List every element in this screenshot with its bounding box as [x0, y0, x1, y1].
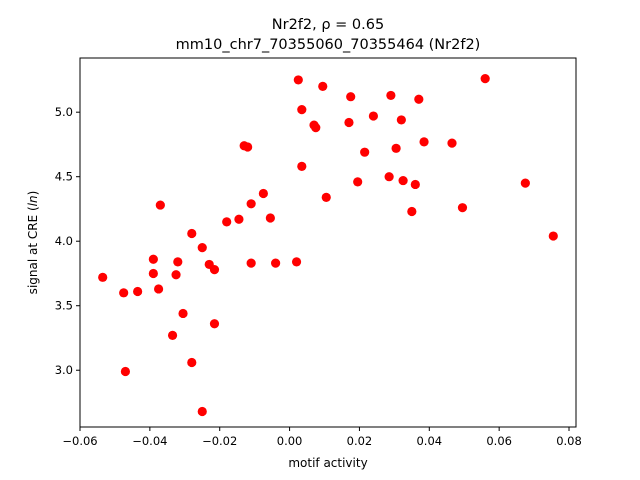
data-point — [133, 286, 143, 297]
x-axis-ticks: −0.06 −0.04 −0.02 0.00 0.02 0.04 0.06 0.08 — [62, 427, 582, 448]
x-tick-label: 0.04 — [416, 434, 442, 448]
x-tick-label: −0.06 — [62, 434, 97, 448]
data-point — [98, 272, 108, 282]
data-point — [209, 264, 220, 275]
data-point — [178, 308, 188, 319]
data-point — [391, 143, 401, 153]
data-point — [419, 137, 429, 147]
data-point — [321, 192, 331, 202]
data-point — [414, 94, 424, 104]
y-axis-label: signal at CRE (ln) — [26, 191, 40, 295]
data-point — [548, 231, 558, 241]
data-point — [119, 288, 129, 298]
data-point — [344, 117, 354, 128]
data-point — [246, 199, 256, 209]
data-point — [120, 366, 131, 377]
data-point — [396, 115, 406, 125]
data-point — [155, 200, 165, 210]
data-point — [148, 268, 158, 279]
x-tick-label: 0.06 — [486, 434, 512, 448]
data-point — [171, 270, 181, 280]
data-point — [293, 75, 303, 85]
data-point — [311, 123, 321, 133]
data-point — [410, 179, 420, 190]
x-axis-label: motif activity — [288, 456, 367, 470]
data-point — [520, 178, 530, 188]
data-point — [187, 357, 197, 368]
data-point — [346, 92, 356, 102]
data-point — [384, 172, 394, 182]
plot-frame — [79, 57, 577, 428]
data-point — [297, 161, 307, 171]
data-point — [222, 217, 232, 227]
data-point — [153, 284, 164, 294]
data-point — [398, 175, 408, 186]
data-point — [148, 254, 158, 264]
data-point — [209, 319, 220, 329]
data-points — [98, 74, 558, 417]
chart-subtitle: mm10_chr7_70355060_70355464 (Nr2f2) — [176, 37, 481, 53]
data-point — [197, 243, 207, 253]
data-point — [407, 206, 417, 217]
y-tick-label: 4.0 — [55, 234, 73, 248]
y-tick-label: 3.0 — [55, 363, 73, 377]
x-tick-label: −0.04 — [132, 434, 167, 448]
data-point — [291, 257, 302, 267]
y-tick-label: 3.5 — [55, 299, 73, 313]
data-point — [353, 177, 363, 187]
data-point — [297, 105, 307, 115]
data-point — [187, 228, 197, 239]
data-point — [447, 138, 457, 148]
x-tick-label: 0.02 — [347, 434, 373, 448]
data-point — [265, 213, 275, 223]
y-axis-ticks: 3.0 3.5 4.0 4.5 5.0 — [55, 105, 80, 377]
chart-title: Nr2f2, ρ = 0.65 — [272, 17, 384, 33]
data-point — [480, 74, 490, 84]
data-point — [258, 188, 268, 199]
data-point — [386, 90, 396, 101]
data-point — [457, 203, 468, 213]
y-tick-label: 4.5 — [55, 170, 73, 184]
data-point — [173, 257, 183, 267]
data-point — [318, 81, 328, 91]
data-point — [167, 330, 178, 340]
data-point — [368, 111, 379, 121]
x-tick-label: 0.08 — [556, 434, 582, 448]
data-point — [234, 214, 244, 224]
data-point — [246, 258, 256, 268]
data-point — [271, 258, 281, 268]
data-point — [360, 147, 370, 157]
data-point — [197, 406, 207, 417]
y-tick-label: 5.0 — [55, 105, 73, 119]
x-tick-label: −0.02 — [202, 434, 237, 448]
data-point — [243, 142, 253, 152]
x-tick-label: 0.00 — [277, 434, 303, 448]
